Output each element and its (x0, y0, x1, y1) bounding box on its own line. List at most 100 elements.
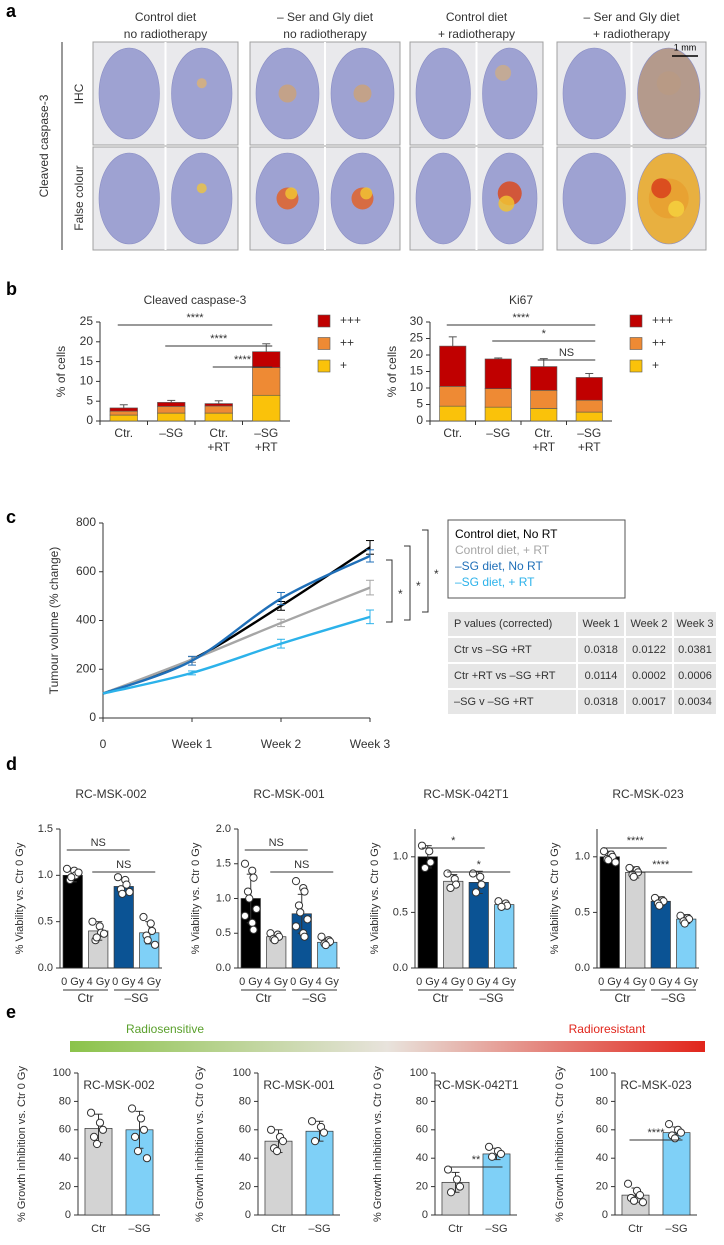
y-tick-label: 60 (59, 1124, 71, 1136)
data-point (676, 1128, 686, 1137)
bar (625, 872, 646, 969)
group-label: –SG (302, 991, 326, 1005)
table-cell (674, 612, 716, 636)
y-tick-label: 800 (76, 515, 96, 529)
x-tick-label: 4 Gy (138, 976, 162, 988)
x-tick-label: Ctr. (114, 426, 133, 440)
y-tick-label: 30 (410, 314, 424, 328)
bar (482, 1153, 511, 1216)
table-cell-text: 0.0002 (632, 670, 666, 682)
y-tick-label: 100 (233, 1067, 251, 1079)
x-tick-label: +RT (207, 440, 230, 454)
x-tick-label: +RT (532, 440, 555, 454)
data-point (452, 1175, 462, 1184)
legend-label: –SG diet, No RT (455, 559, 543, 573)
data-point (307, 1117, 317, 1126)
y-tick-label: 0.0 (575, 962, 590, 974)
row-label: IHC (72, 83, 86, 104)
bar-segment (252, 351, 281, 368)
table-cell (626, 664, 672, 688)
y-tick-label: 80 (416, 1095, 428, 1107)
y-tick-label: 1.5 (38, 823, 53, 835)
bar-segment (530, 366, 558, 391)
y-tick-label: 0.5 (393, 906, 408, 918)
stain (278, 84, 297, 103)
x-tick-label: –SG (577, 426, 601, 440)
table-header: Week 2 (630, 618, 667, 630)
x-tick-label: 0 Gy (290, 976, 314, 988)
x-tick-label: 0 Gy (416, 976, 440, 988)
data-point (319, 1128, 329, 1137)
data-point (446, 1188, 456, 1197)
significance-label: * (416, 579, 421, 593)
legend-label: –SG diet, + RT (455, 575, 535, 589)
table-cell (674, 664, 716, 688)
data-point (455, 1182, 465, 1191)
y-tick-label: 10 (410, 380, 424, 394)
data-point (143, 936, 152, 945)
significance-label: **** (627, 835, 645, 847)
y-tick-label: 0 (86, 413, 93, 427)
tissue (98, 152, 160, 245)
y-axis-label: % Growth inhibition vs. Ctr 0 Gy (554, 1066, 566, 1222)
x-tick-label: 0 (100, 737, 107, 751)
y-tick-label: 2.0 (216, 823, 231, 835)
data-point (623, 1179, 633, 1188)
bar-segment (530, 390, 558, 409)
significance-label: **** (647, 1127, 665, 1139)
y-tick-label: 80 (59, 1095, 71, 1107)
data-point (611, 858, 620, 867)
y-tick-label: 20 (410, 347, 424, 361)
data-point (270, 936, 279, 945)
data-point (476, 872, 485, 881)
stain (285, 187, 298, 200)
group-label: Ctr (615, 991, 631, 1005)
table-cell (448, 638, 576, 662)
data-point (245, 894, 254, 903)
data-point (296, 908, 305, 917)
data-point (62, 864, 72, 873)
data-point (625, 863, 634, 873)
legend-label: ++ (340, 336, 354, 350)
data-point (98, 1125, 108, 1134)
table-cell-text: 0.0381 (678, 644, 712, 656)
bar-segment (157, 402, 186, 407)
x-tick-label: 0 Gy (649, 976, 673, 988)
y-tick-label: 1.0 (38, 869, 53, 881)
data-point (497, 902, 506, 911)
y-tick-label: 80 (596, 1095, 608, 1107)
y-axis-label: % Growth inhibition vs. Ctr 0 Gy (194, 1066, 206, 1222)
data-point (139, 1125, 149, 1134)
group-label: Ctr (256, 991, 272, 1005)
bar-segment (484, 388, 512, 408)
legend-swatch (629, 314, 643, 328)
bar-segment (575, 377, 603, 401)
data-point (477, 880, 486, 889)
data-point (139, 912, 148, 922)
legend-label: + (340, 358, 347, 372)
data-point (487, 1152, 497, 1161)
bar-segment (252, 367, 281, 396)
bar-segment (157, 406, 186, 414)
data-point (317, 932, 326, 941)
x-tick-label: –SG (486, 426, 510, 440)
bar (305, 1130, 334, 1216)
data-point (240, 859, 250, 868)
row-label: False colour (72, 165, 86, 230)
significance-label: * (451, 835, 456, 847)
data-point (291, 877, 301, 886)
y-tick-label: 0 (245, 1209, 251, 1221)
gradient-label: Radiosensitive (126, 1022, 204, 1036)
x-tick-label: Ctr. (534, 426, 553, 440)
table-cell-text: Ctr +RT vs –SG +RT (454, 670, 556, 682)
data-point (310, 1137, 320, 1146)
chart-title: RC-MSK-023 (612, 787, 684, 801)
gradient-bar (70, 1041, 705, 1052)
data-point (243, 887, 253, 896)
table-cell-text: 0.0114 (585, 670, 618, 682)
panel-letter: d (6, 754, 17, 774)
y-tick-label: 0 (89, 710, 96, 724)
data-point (248, 866, 257, 875)
y-tick-label: 80 (239, 1095, 251, 1107)
y-tick-label: 0.5 (216, 927, 231, 939)
